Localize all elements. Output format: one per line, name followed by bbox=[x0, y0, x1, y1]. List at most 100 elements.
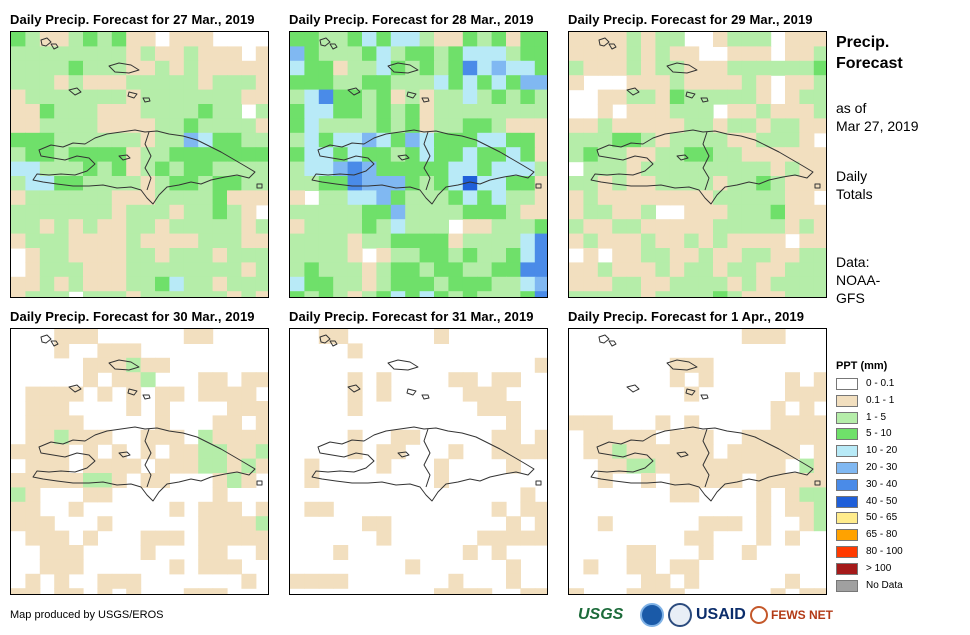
precip-cell bbox=[198, 104, 214, 119]
precip-cell bbox=[770, 132, 786, 148]
precip-cell bbox=[434, 190, 449, 206]
precip-cell bbox=[770, 118, 786, 134]
precip-cell bbox=[612, 233, 628, 249]
precip-cell bbox=[698, 60, 714, 76]
precip-cell bbox=[304, 204, 320, 220]
precip-cell bbox=[318, 176, 334, 191]
precip-cell bbox=[684, 104, 700, 119]
precip-cell bbox=[770, 262, 786, 278]
precip-cell bbox=[68, 161, 84, 177]
precip-cell bbox=[169, 458, 185, 474]
precip-cell bbox=[813, 161, 826, 177]
precip-cell bbox=[318, 161, 334, 177]
precip-cell bbox=[641, 262, 656, 278]
precip-cell bbox=[727, 104, 743, 119]
precip-cell bbox=[491, 118, 507, 134]
precip-cell bbox=[304, 262, 320, 278]
precip-cell bbox=[756, 75, 772, 91]
precip-cell bbox=[569, 60, 584, 76]
precip-cell bbox=[684, 233, 700, 249]
precip-cell bbox=[83, 32, 98, 47]
precip-cell bbox=[212, 559, 228, 575]
precip-cell bbox=[255, 60, 268, 76]
precip-cell bbox=[318, 190, 334, 206]
precip-cell bbox=[698, 545, 714, 560]
precip-cell bbox=[491, 530, 507, 546]
precip-cell bbox=[333, 176, 349, 191]
precip-cell bbox=[477, 401, 493, 416]
precip-cell bbox=[626, 104, 642, 119]
precip-cell bbox=[39, 190, 55, 206]
precip-cell bbox=[419, 262, 435, 278]
precip-cell bbox=[756, 248, 772, 263]
precip-cell bbox=[583, 429, 599, 445]
precip-cell bbox=[612, 60, 628, 76]
precip-cell bbox=[25, 473, 41, 488]
precip-cell bbox=[713, 473, 728, 488]
precip-cell bbox=[741, 291, 757, 297]
precip-cell bbox=[212, 262, 228, 278]
precip-cell bbox=[155, 386, 170, 402]
precip-cell bbox=[405, 248, 421, 263]
precip-cell bbox=[419, 161, 435, 177]
precip-cell bbox=[655, 573, 671, 589]
precip-cell bbox=[25, 248, 41, 263]
precip-cell bbox=[241, 386, 257, 402]
precip-cell bbox=[583, 46, 599, 62]
precip-cell bbox=[684, 444, 700, 460]
precip-cell bbox=[111, 473, 127, 488]
small-island-coastline bbox=[329, 43, 338, 50]
precip-cell bbox=[491, 501, 507, 517]
precip-cell bbox=[376, 118, 392, 134]
precip-cell bbox=[111, 233, 127, 249]
precip-cell bbox=[83, 233, 98, 249]
precip-cell bbox=[419, 233, 435, 249]
precip-cell bbox=[304, 573, 320, 589]
precip-cell bbox=[612, 276, 628, 292]
precip-cell bbox=[227, 219, 242, 235]
precip-cell bbox=[290, 104, 305, 119]
precip-cell bbox=[126, 75, 142, 91]
precip-cell bbox=[770, 176, 786, 191]
precip-cell bbox=[506, 132, 521, 148]
precip-cell bbox=[770, 248, 786, 263]
precip-cell bbox=[155, 46, 170, 62]
precip-cell bbox=[97, 262, 113, 278]
precip-cell bbox=[785, 429, 800, 445]
precip-cell bbox=[770, 190, 786, 206]
precip-cell bbox=[362, 118, 377, 134]
precip-cell bbox=[583, 204, 599, 220]
precip-cell bbox=[612, 32, 628, 47]
precip-cell bbox=[785, 75, 800, 91]
precip-cell bbox=[756, 118, 772, 134]
precip-cell bbox=[126, 386, 142, 402]
precip-cell bbox=[520, 118, 536, 134]
precip-cell bbox=[68, 60, 84, 76]
precip-cell bbox=[97, 516, 113, 532]
precip-cell bbox=[290, 573, 305, 589]
precip-cell bbox=[698, 473, 714, 488]
precip-cell bbox=[39, 32, 55, 47]
small-island-coastline bbox=[319, 37, 331, 47]
precip-cell bbox=[362, 204, 377, 220]
precip-cell bbox=[11, 46, 26, 62]
precip-cell bbox=[318, 501, 334, 517]
precip-cell bbox=[770, 204, 786, 220]
precip-cell bbox=[347, 104, 363, 119]
precip-cell bbox=[227, 233, 242, 249]
precip-cell bbox=[183, 233, 199, 249]
precip-cell bbox=[255, 262, 268, 278]
precip-cell bbox=[241, 89, 257, 105]
precip-cell bbox=[304, 458, 320, 474]
precip-cell bbox=[227, 401, 242, 416]
precip-cell bbox=[111, 204, 127, 220]
precip-cell bbox=[155, 458, 170, 474]
precip-cell bbox=[727, 118, 743, 134]
precip-cell bbox=[347, 46, 363, 62]
precip-cell bbox=[477, 190, 493, 206]
precip-cell bbox=[333, 573, 349, 589]
precip-cell bbox=[347, 401, 363, 416]
precip-cell bbox=[155, 118, 170, 134]
precip-cell bbox=[68, 501, 84, 517]
precip-cell bbox=[241, 291, 257, 297]
